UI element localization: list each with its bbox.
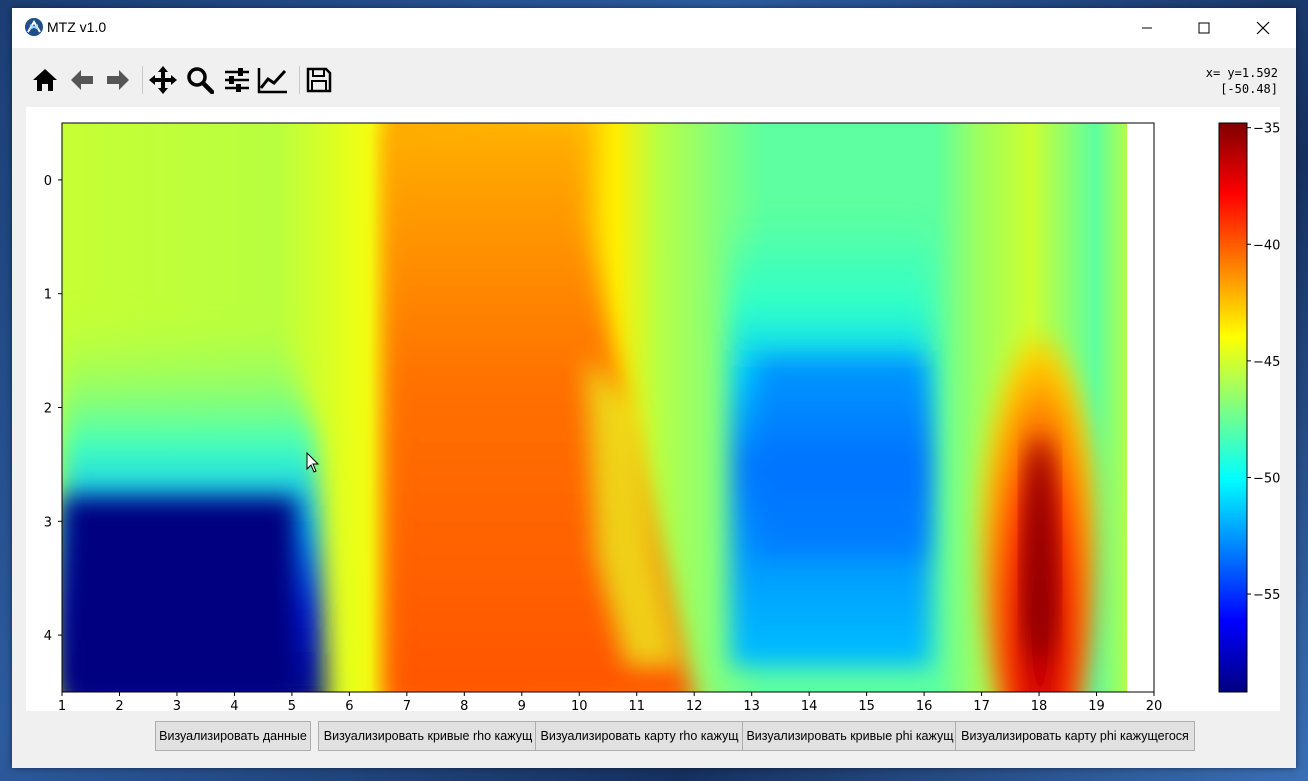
- forward-arrow-icon[interactable]: [102, 64, 134, 96]
- x-tick-label: 9: [518, 699, 526, 711]
- visualize-data-button[interactable]: Визуализировать данные: [155, 721, 311, 751]
- mouse-cursor-icon: [306, 451, 320, 478]
- app-window: MTZ v1.0: [12, 8, 1296, 768]
- x-tick-label: 19: [1088, 699, 1105, 711]
- app-logo-icon: [24, 17, 44, 37]
- y-tick-label: 2: [44, 402, 52, 417]
- minimize-button[interactable]: [1118, 8, 1176, 48]
- subplots-config-icon[interactable]: [221, 64, 253, 96]
- x-tick-label: 12: [686, 699, 703, 711]
- x-tick-label: 15: [858, 699, 875, 711]
- action-button-row: Визуализировать данные Визуализировать к…: [12, 720, 1296, 754]
- x-tick-label: 5: [288, 699, 296, 711]
- x-tick-label: 11: [628, 699, 645, 711]
- colorbar-tick-label: −45: [1253, 355, 1280, 370]
- y-tick-label: 1: [44, 288, 52, 303]
- navigation-toolbar: [12, 48, 1296, 106]
- y-tick-label: 4: [44, 629, 52, 644]
- colorbar-tick-label: −55: [1253, 588, 1280, 603]
- x-tick-label: 1: [58, 699, 66, 711]
- x-tick-label: 18: [1031, 699, 1048, 711]
- x-tick-label: 10: [571, 699, 588, 711]
- coord-line-2: [-50.48]: [1220, 82, 1278, 96]
- x-tick-label: 20: [1146, 699, 1163, 711]
- title-bar: MTZ v1.0: [12, 8, 1296, 48]
- window-title: MTZ v1.0: [47, 19, 107, 35]
- maximize-button[interactable]: [1175, 8, 1233, 48]
- close-button[interactable]: [1234, 8, 1292, 48]
- colorbar: [1218, 122, 1248, 693]
- x-tick-label: 13: [743, 699, 760, 711]
- x-tick-label: 17: [973, 699, 990, 711]
- pan-icon[interactable]: [147, 64, 179, 96]
- save-icon[interactable]: [303, 64, 335, 96]
- coord-line-1: x= y=1.592: [1205, 66, 1278, 80]
- zoom-icon[interactable]: [184, 64, 216, 96]
- x-tick-label: 8: [460, 699, 468, 711]
- x-tick-label: 14: [801, 699, 818, 711]
- visualize-rho-map-button[interactable]: Визуализировать карту rho кажущ: [535, 721, 744, 751]
- colorbar-tick-label: −40: [1253, 238, 1280, 253]
- edit-axis-icon[interactable]: [257, 64, 289, 96]
- x-tick-label: 2: [115, 699, 123, 711]
- visualize-phi-map-button[interactable]: Визуализировать карту phi кажущегося: [955, 721, 1195, 751]
- x-tick-label: 16: [916, 699, 933, 711]
- colorbar-axis: −35 −40 −45 −50 −55: [1247, 122, 1280, 603]
- colorbar-tick-label: −50: [1253, 471, 1280, 486]
- visualize-phi-curves-button[interactable]: Визуализировать кривые phi кажущ: [742, 721, 958, 751]
- x-tick-label: 3: [173, 699, 181, 711]
- back-arrow-icon[interactable]: [66, 64, 98, 96]
- x-tick-label: 4: [230, 699, 238, 711]
- y-tick-label: 0: [44, 174, 52, 189]
- y-axis: 0 1 2 3 4: [44, 174, 62, 644]
- cursor-coordinates: x= y=1.592 [-50.48]: [1206, 65, 1278, 97]
- colorbar-tick-label: −35: [1253, 122, 1280, 137]
- x-tick-label: 7: [403, 699, 411, 711]
- x-axis: 1 2 3 4 5 6 7 8 9 10 11 12 13 14 15 16 17 18 19 20: [58, 692, 1162, 711]
- heatmap-image: [62, 123, 1127, 692]
- y-tick-label: 3: [44, 515, 52, 530]
- visualize-rho-curves-button[interactable]: Визуализировать кривые rho кажущ: [318, 721, 538, 751]
- x-tick-label: 6: [345, 699, 353, 711]
- home-icon[interactable]: [29, 64, 61, 96]
